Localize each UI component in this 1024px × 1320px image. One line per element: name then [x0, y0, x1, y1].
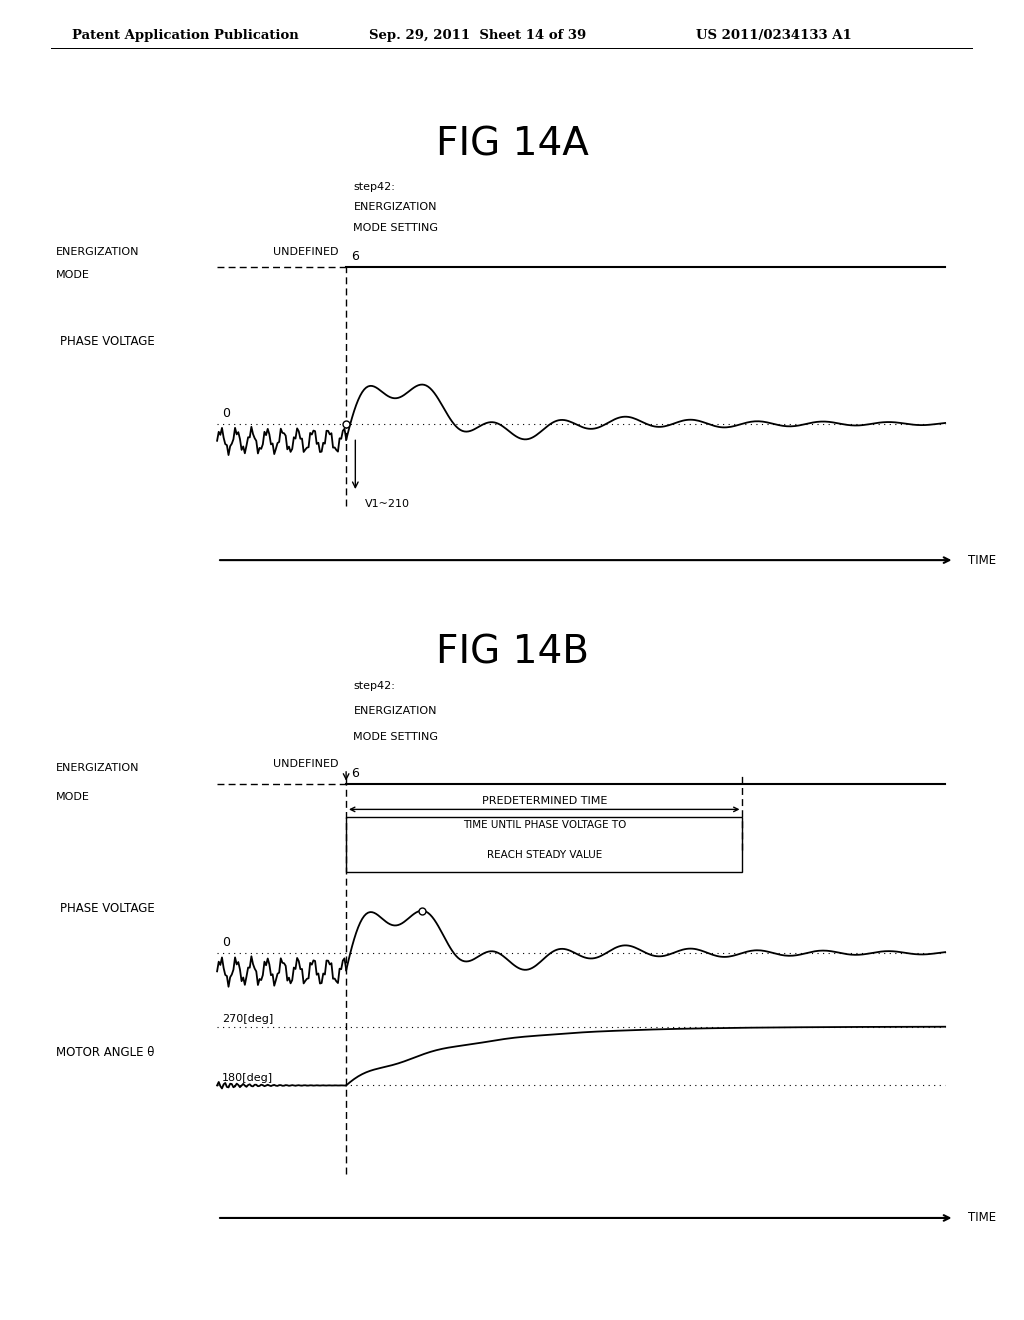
Text: PHASE VOLTAGE: PHASE VOLTAGE — [60, 903, 156, 915]
Text: 270[deg]: 270[deg] — [222, 1014, 273, 1023]
Text: FIG 14B: FIG 14B — [435, 634, 589, 672]
Text: TIME: TIME — [969, 553, 996, 566]
Text: Patent Application Publication: Patent Application Publication — [72, 29, 298, 42]
Text: MODE: MODE — [56, 271, 90, 281]
Text: MOTOR ANGLE θ: MOTOR ANGLE θ — [56, 1045, 155, 1059]
Text: 6: 6 — [350, 251, 358, 264]
Text: US 2011/0234133 A1: US 2011/0234133 A1 — [696, 29, 852, 42]
Text: ENERGIZATION: ENERGIZATION — [353, 706, 437, 717]
Text: MODE SETTING: MODE SETTING — [353, 223, 438, 232]
Text: ENERGIZATION: ENERGIZATION — [56, 763, 139, 772]
Text: 0: 0 — [222, 408, 229, 420]
Text: Sep. 29, 2011  Sheet 14 of 39: Sep. 29, 2011 Sheet 14 of 39 — [369, 29, 586, 42]
Text: TIME UNTIL PHASE VOLTAGE TO: TIME UNTIL PHASE VOLTAGE TO — [463, 821, 626, 830]
Text: MODE SETTING: MODE SETTING — [353, 733, 438, 742]
Text: 6: 6 — [350, 767, 358, 780]
Text: MODE: MODE — [56, 792, 90, 803]
Text: FIG 14A: FIG 14A — [435, 125, 589, 164]
Text: 0: 0 — [222, 936, 229, 949]
Text: ENERGIZATION: ENERGIZATION — [56, 247, 139, 256]
Text: UNDEFINED: UNDEFINED — [273, 247, 339, 256]
Text: TIME: TIME — [969, 1212, 996, 1225]
Text: 180[deg]: 180[deg] — [222, 1073, 272, 1082]
Text: PHASE VOLTAGE: PHASE VOLTAGE — [60, 335, 156, 348]
Text: step42:: step42: — [353, 681, 395, 690]
Text: step42:: step42: — [353, 182, 395, 191]
Text: UNDEFINED: UNDEFINED — [273, 759, 339, 768]
Text: V1~210: V1~210 — [365, 499, 410, 508]
Text: REACH STEADY VALUE: REACH STEADY VALUE — [486, 850, 602, 859]
Text: PREDETERMINED TIME: PREDETERMINED TIME — [481, 796, 607, 805]
Bar — [346, 817, 742, 873]
Text: ENERGIZATION: ENERGIZATION — [353, 202, 437, 213]
